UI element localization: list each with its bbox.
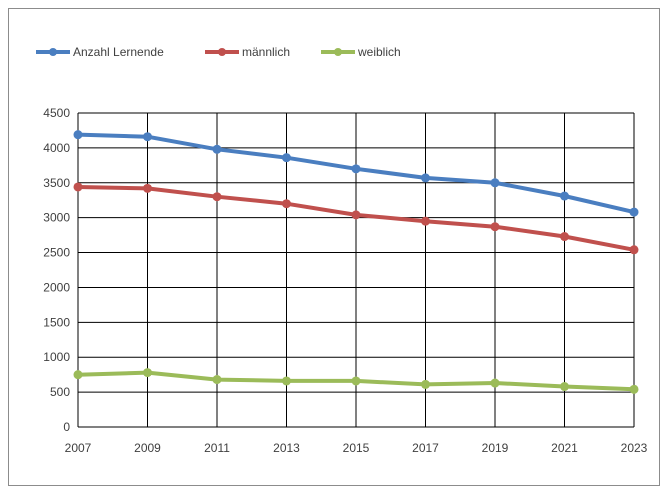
x-tick-label: 2023 <box>621 441 648 455</box>
x-tick-label: 2019 <box>482 441 509 455</box>
legend-item-1: männlich <box>205 45 290 59</box>
x-tick-label: 2009 <box>134 441 161 455</box>
data-point <box>629 384 639 394</box>
data-point <box>143 132 152 142</box>
data-point <box>282 376 291 386</box>
data-point <box>490 178 500 188</box>
series-2 <box>73 368 639 394</box>
y-tick-label: 1000 <box>43 350 70 364</box>
x-tick-label: 2011 <box>204 441 230 455</box>
y-tick-label: 2000 <box>43 280 70 294</box>
chart-frame: 0 500 1000 1500 2000 2500 3000 3500 4000 4500 200… <box>8 8 660 486</box>
legend-item-2: weiblich <box>321 45 401 59</box>
legend: Anzahl Lernende männlich weiblich <box>36 45 401 59</box>
data-point <box>143 368 152 378</box>
data-point <box>629 207 639 217</box>
data-point <box>351 210 361 220</box>
legend-label: weiblich <box>357 45 401 59</box>
legend-label: Anzahl Lernende <box>73 45 164 59</box>
y-tick-label: 4000 <box>43 141 70 155</box>
legend-marker <box>218 48 226 56</box>
series-0 <box>73 130 639 217</box>
y-tick-label: 500 <box>50 385 70 399</box>
data-point <box>212 192 222 202</box>
data-point <box>143 183 152 193</box>
x-tick-label: 2013 <box>273 441 300 455</box>
data-point <box>421 173 430 183</box>
series-1 <box>73 182 639 255</box>
data-point <box>282 199 291 209</box>
data-point <box>351 164 361 174</box>
data-point <box>421 379 430 389</box>
legend-label: männlich <box>242 45 290 59</box>
data-point <box>212 375 222 385</box>
legend-marker <box>49 48 57 56</box>
y-tick-label: 4500 <box>43 106 70 120</box>
data-point <box>560 382 569 392</box>
grid <box>77 112 635 428</box>
y-tick-label: 0 <box>63 420 70 434</box>
data-point <box>73 370 83 380</box>
x-tick-label: 2017 <box>412 441 439 455</box>
data-point <box>490 222 500 232</box>
y-tick-label: 3500 <box>43 176 70 190</box>
data-point <box>351 376 361 386</box>
data-point <box>560 232 569 242</box>
legend-item-0: Anzahl Lernende <box>36 45 164 59</box>
data-point <box>490 378 500 388</box>
y-tick-label: 1500 <box>43 315 70 329</box>
x-tick-label: 2007 <box>65 441 92 455</box>
data-point <box>73 130 83 140</box>
data-point <box>629 245 639 255</box>
y-tick-label: 2500 <box>43 246 70 260</box>
y-tick-label: 3000 <box>43 211 70 225</box>
data-point <box>560 191 569 201</box>
data-point <box>282 153 291 163</box>
data-point <box>212 144 222 154</box>
legend-marker <box>334 48 342 56</box>
data-point <box>73 182 83 192</box>
x-tick-label: 2015 <box>343 441 370 455</box>
data-point <box>421 216 430 226</box>
y-axis-ticks: 0 500 1000 1500 2000 2500 3000 3500 4000 4500 <box>43 106 70 434</box>
line-chart: 0 500 1000 1500 2000 2500 3000 3500 4000 4500 200… <box>36 45 648 455</box>
x-tick-label: 2021 <box>551 441 578 455</box>
series-layer <box>73 130 639 394</box>
x-axis-ticks: 2007 2009 2011 2013 2015 2017 2019 2021 2023 <box>65 441 648 455</box>
